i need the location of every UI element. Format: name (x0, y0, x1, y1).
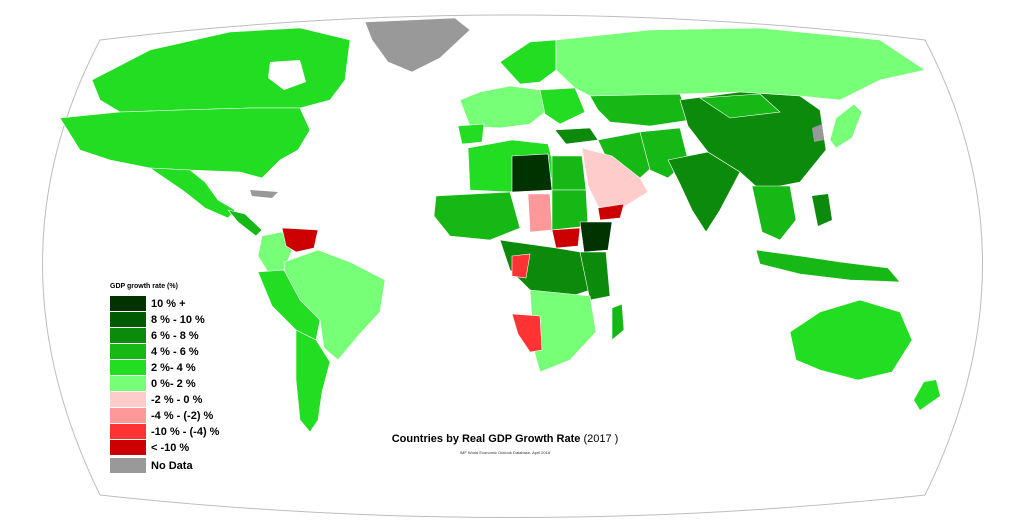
legend-item: -4 % - (-2) % (110, 408, 310, 423)
region-west-africa (433, 191, 521, 241)
region-hudson-bay (268, 60, 306, 90)
map-source: IMF World Economic Outlook Database, Apr… (459, 450, 551, 455)
region-argentina-chile (295, 329, 331, 433)
region-madagascar (611, 303, 625, 341)
region-cuba (250, 190, 278, 198)
region-peru-bolivia (257, 269, 321, 341)
map-caption: Countries by Real GDP Growth Rate (2017 … (380, 433, 630, 455)
legend-label: 4 % - 6 % (151, 345, 199, 358)
legend-swatch (110, 458, 146, 473)
region-chad (527, 193, 553, 233)
legend-label: 10 % + (151, 297, 186, 310)
legend-title: GDP growth rate (%) (110, 283, 178, 290)
legend-label: 2 %- 4 % (151, 361, 196, 374)
legend-item: 6 % - 8 % (110, 328, 310, 343)
region-new-zealand (914, 380, 940, 410)
region-yemen (597, 203, 625, 221)
region-central-america (227, 209, 263, 237)
region-korea (812, 124, 824, 142)
legend-item: -10 % - (-4) % (110, 424, 310, 439)
legend-swatch (110, 328, 146, 343)
legend-item: 0 %- 2 % (110, 376, 310, 391)
legend-item: -2 % - 0 % (110, 392, 310, 407)
legend-item: 8 % - 10 % (110, 312, 310, 327)
legend-item: 2 %- 4 % (110, 360, 310, 375)
region-united-states (59, 107, 311, 179)
region-greenland (364, 17, 471, 73)
region-philippines (812, 194, 832, 226)
region-congo (511, 253, 531, 279)
legend-label: 0 %- 2 % (151, 377, 196, 390)
region-south-sudan (551, 227, 581, 249)
region-eastern-europe (539, 87, 586, 125)
legend-swatch (110, 296, 146, 311)
map-title: Countries by Real GDP Growth Rate (2017 … (380, 433, 630, 445)
legend-label: 8 % - 10 % (151, 313, 205, 326)
region-ethiopia (579, 221, 613, 253)
legend-swatch (110, 440, 146, 455)
region-arabia (581, 147, 649, 211)
legend-swatch (110, 408, 146, 423)
map-title-text: Countries by Real GDP Growth Rate (391, 433, 581, 445)
legend-label: 6 % - 8 % (151, 329, 199, 342)
region-china (679, 91, 827, 191)
legend-swatch (110, 344, 146, 359)
region-kazakhstan (589, 93, 691, 127)
region-southeast-asia (751, 185, 797, 241)
legend-swatch (110, 392, 146, 407)
legend-label: -10 % - (-4) % (151, 425, 220, 438)
legend-swatch (110, 312, 146, 327)
legend-item: 10 % + (110, 296, 310, 311)
region-australia (789, 299, 913, 381)
legend-item: < -10 % (110, 440, 310, 455)
legend-label: < -10 % (151, 441, 190, 454)
legend-swatch (110, 360, 146, 375)
region-libya (511, 153, 553, 193)
region-egypt (551, 155, 587, 191)
legend: GDP growth rate (%) 10 % + 8 % - 10 % 6 % … (110, 283, 310, 474)
region-east-africa (579, 251, 611, 301)
region-iberia (457, 123, 485, 145)
region-indonesia (755, 249, 901, 283)
legend-label: -2 % - 0 % (151, 393, 203, 406)
legend-swatch (110, 424, 146, 439)
legend-label: -4 % - (-2) % (151, 409, 214, 422)
region-angola-namibia (511, 313, 543, 353)
legend-rows: 10 % + 8 % - 10 % 6 % - 8 % 4 % - 6 % 2 %- 4… (110, 296, 310, 473)
legend-swatch (110, 376, 146, 391)
map-title-year: (2017 ) (583, 433, 619, 445)
region-venezuela (281, 227, 319, 253)
legend-label: No Data (151, 459, 193, 472)
legend-item: 4 % - 6 % (110, 344, 310, 359)
region-mongolia (699, 93, 781, 119)
region-mexico (148, 167, 236, 219)
legend-item: No Data (110, 458, 310, 473)
region-japan (829, 103, 863, 149)
